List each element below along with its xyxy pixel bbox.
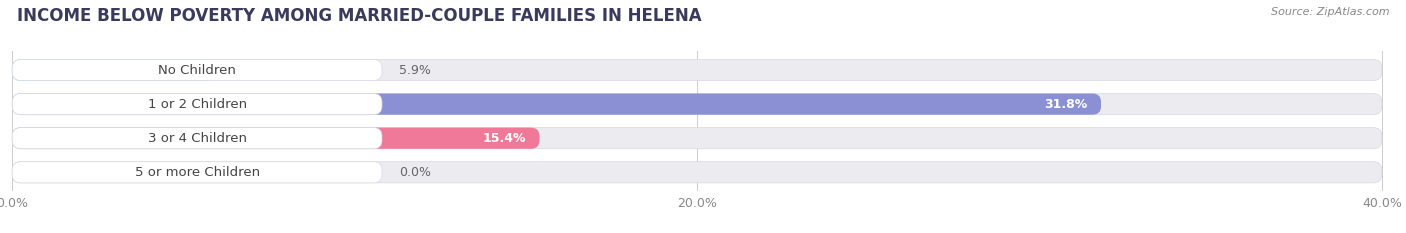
FancyBboxPatch shape bbox=[13, 59, 1382, 81]
Text: Source: ZipAtlas.com: Source: ZipAtlas.com bbox=[1271, 7, 1389, 17]
FancyBboxPatch shape bbox=[13, 59, 382, 81]
FancyBboxPatch shape bbox=[13, 93, 382, 115]
FancyBboxPatch shape bbox=[13, 128, 382, 149]
Text: INCOME BELOW POVERTY AMONG MARRIED-COUPLE FAMILIES IN HELENA: INCOME BELOW POVERTY AMONG MARRIED-COUPL… bbox=[17, 7, 702, 25]
Text: 15.4%: 15.4% bbox=[482, 132, 526, 145]
Text: 1 or 2 Children: 1 or 2 Children bbox=[148, 98, 246, 111]
Text: 0.0%: 0.0% bbox=[399, 166, 432, 179]
Text: 31.8%: 31.8% bbox=[1045, 98, 1087, 111]
FancyBboxPatch shape bbox=[13, 59, 214, 81]
Text: No Children: No Children bbox=[157, 64, 236, 76]
Text: 5.9%: 5.9% bbox=[399, 64, 432, 76]
FancyBboxPatch shape bbox=[13, 93, 1101, 115]
FancyBboxPatch shape bbox=[13, 93, 1382, 115]
FancyBboxPatch shape bbox=[13, 162, 1382, 183]
FancyBboxPatch shape bbox=[13, 128, 1382, 149]
FancyBboxPatch shape bbox=[13, 162, 382, 183]
FancyBboxPatch shape bbox=[13, 128, 540, 149]
Text: 5 or more Children: 5 or more Children bbox=[135, 166, 260, 179]
Text: 3 or 4 Children: 3 or 4 Children bbox=[148, 132, 246, 145]
